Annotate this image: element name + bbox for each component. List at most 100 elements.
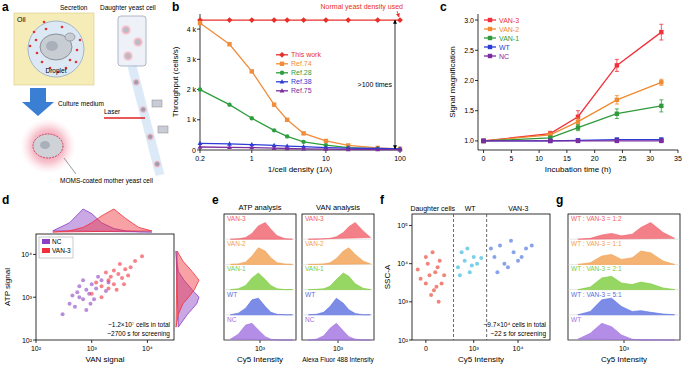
- ridge: [578, 323, 675, 340]
- y-tick: [475, 110, 478, 111]
- point: [489, 246, 493, 250]
- laser-beam: [104, 117, 145, 119]
- y-tick: [409, 340, 412, 341]
- y-axis-label: ATP signal: [3, 268, 12, 306]
- legend-swatch: [42, 239, 50, 244]
- marker: [323, 17, 329, 23]
- x-density: [53, 209, 152, 232]
- x-tick-label: 0.2: [195, 155, 205, 162]
- marker: [301, 140, 305, 144]
- point: [530, 243, 534, 247]
- x-tick-label: 10³: [619, 345, 630, 352]
- point: [81, 278, 85, 282]
- error-bar: [659, 79, 663, 85]
- point: [126, 274, 130, 278]
- legend-label: NC: [499, 53, 509, 60]
- point: [427, 273, 431, 277]
- marker: [481, 139, 485, 143]
- secretion-dot: [36, 52, 39, 55]
- ridge: [578, 298, 675, 315]
- x-tick-label: 30: [646, 155, 654, 162]
- x-tick: [678, 150, 679, 153]
- ridge: [308, 273, 370, 290]
- x-tick-label: 10⁴: [513, 345, 524, 352]
- flow-channel: [132, 66, 160, 175]
- x-density: [53, 209, 152, 232]
- series-label: WT: [305, 291, 315, 298]
- marker: [397, 17, 403, 23]
- y-tick: [409, 301, 412, 302]
- point: [104, 270, 108, 274]
- y-tick-label: 3.0: [464, 17, 474, 24]
- x-axis-label: Cy5 Intensity: [601, 355, 647, 364]
- legend-box: [39, 237, 73, 258]
- label: Culture medium: [58, 100, 104, 107]
- tube: [118, 16, 146, 66]
- x-tick: [91, 340, 92, 343]
- x-tick-label: 15: [563, 155, 571, 162]
- series-label: VAN-1: [227, 265, 246, 272]
- x-tick: [473, 340, 474, 343]
- x-tick-label: 10⁴: [142, 345, 153, 352]
- marker: [659, 104, 663, 108]
- marker: [227, 102, 231, 106]
- x-tick: [566, 150, 567, 153]
- point: [495, 270, 499, 274]
- point: [429, 293, 433, 297]
- legend-marker: [488, 54, 492, 58]
- x-tick-label: 5: [509, 155, 513, 162]
- error-bar: [615, 140, 619, 142]
- frame: [224, 214, 296, 340]
- panel-letter: a: [2, 0, 9, 14]
- secretion-dot: [33, 31, 36, 34]
- marker: [398, 147, 403, 151]
- legend-label: WT: [499, 44, 511, 51]
- error-bar: [615, 59, 619, 71]
- series-label: VAN-3: [227, 215, 246, 222]
- y-tick: [475, 80, 478, 81]
- point: [92, 297, 96, 301]
- series-label: VAN-3: [305, 215, 324, 222]
- y-tick-label: 2.5: [464, 47, 474, 54]
- point: [438, 259, 442, 263]
- series-label: WT: [571, 316, 581, 323]
- region-label: VAN-3: [508, 205, 528, 212]
- point: [431, 250, 435, 254]
- subtitle: ATP analysis: [238, 203, 281, 212]
- x-tick-label: 10³: [87, 345, 98, 352]
- marker: [227, 145, 232, 149]
- x-tick-label: 35: [674, 155, 682, 162]
- legend-label: VAN-1: [499, 35, 519, 42]
- y-tick: [33, 254, 36, 255]
- point: [61, 312, 65, 316]
- annotation: ~9.7×10⁴ cells in total: [484, 321, 547, 328]
- plot-area: [302, 223, 374, 340]
- point: [468, 270, 472, 274]
- y-tick: [475, 50, 478, 51]
- point: [516, 259, 520, 263]
- frame: [302, 214, 374, 340]
- point: [100, 284, 104, 288]
- point: [112, 282, 116, 286]
- point: [106, 278, 110, 282]
- marker: [576, 139, 580, 143]
- marker: [375, 147, 379, 151]
- legend: NCVAN-3: [39, 237, 73, 258]
- point: [426, 262, 430, 266]
- droplet: [28, 21, 84, 77]
- y-tick-label: 2.0: [464, 77, 474, 84]
- nucleus: [46, 41, 58, 51]
- point: [433, 270, 437, 274]
- ridge: [230, 223, 292, 240]
- legend-label: VAN-3: [499, 17, 519, 24]
- y-tick-label: 0: [192, 147, 196, 154]
- marker: [250, 116, 254, 120]
- legend-marker: [488, 18, 492, 22]
- legend-marker: [488, 36, 492, 40]
- marker: [345, 17, 351, 23]
- oil-phase: [14, 13, 94, 85]
- series-label: VAN-2: [227, 240, 246, 247]
- y-tick: [33, 340, 36, 341]
- legend-label: NC: [52, 238, 62, 245]
- y-tick: [33, 297, 36, 298]
